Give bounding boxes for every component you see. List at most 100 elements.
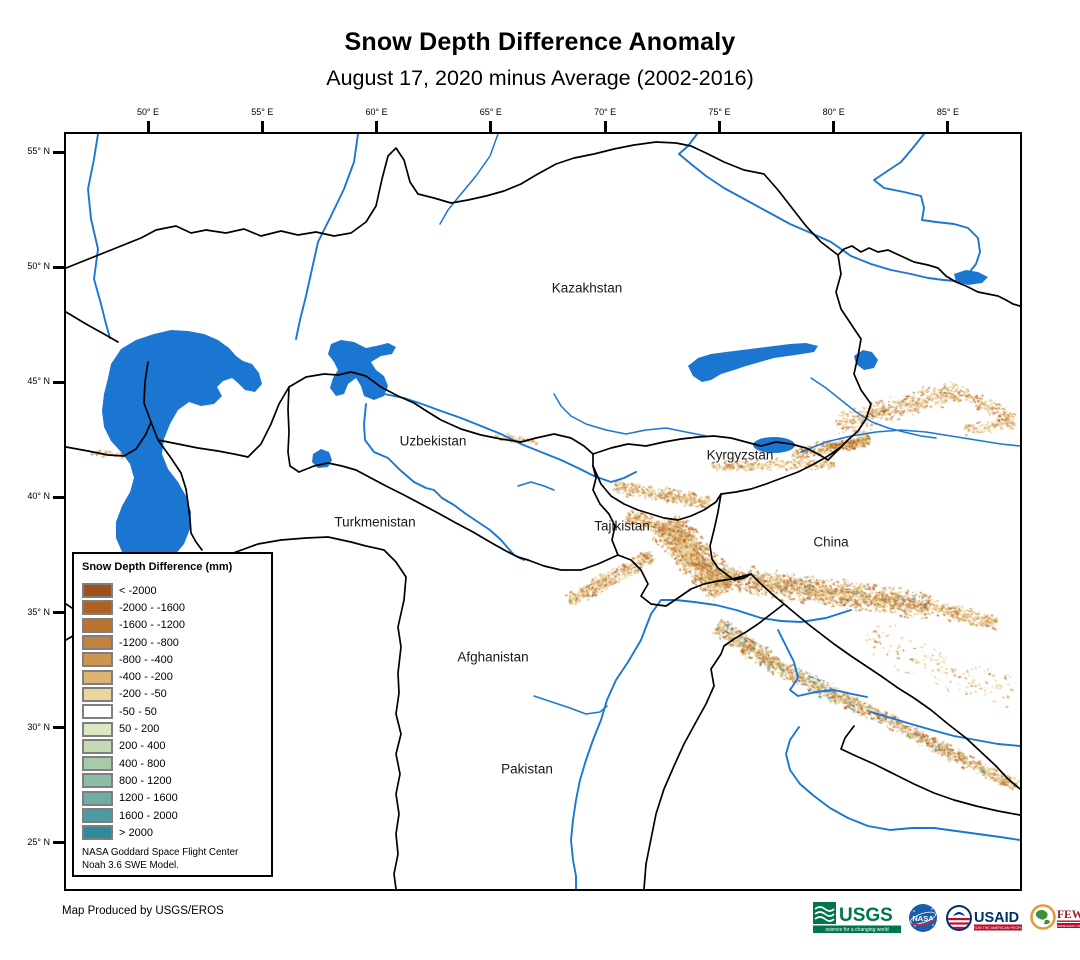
nasa-logo: NASA bbox=[909, 904, 937, 932]
legend-item: 50 - 200 bbox=[82, 720, 267, 737]
legend-item-label: 1200 - 1600 bbox=[119, 792, 178, 805]
legend-swatch bbox=[82, 686, 113, 702]
legend-swatch bbox=[82, 635, 113, 651]
river bbox=[678, 134, 957, 282]
lake-zaysan bbox=[954, 270, 988, 285]
lat-tick bbox=[53, 611, 64, 615]
lon-tick bbox=[260, 121, 264, 132]
country-label: Uzbekistan bbox=[400, 434, 467, 449]
legend-item: -1600 - -1200 bbox=[82, 617, 267, 634]
country-border bbox=[592, 465, 722, 521]
country-border bbox=[247, 371, 522, 458]
country-border bbox=[66, 311, 119, 343]
map-credit: Map Produced by USGS/EROS bbox=[62, 905, 224, 917]
legend-item: 400 - 800 bbox=[82, 755, 267, 772]
lat-tick bbox=[53, 495, 64, 499]
legend-item: 200 - 400 bbox=[82, 738, 267, 755]
country-label: Pakistan bbox=[501, 762, 553, 777]
fews-net-tagline: FAMINE EARLY WARNING SYSTEMS NETWORK bbox=[1054, 924, 1080, 928]
legend-item-label: -1200 - -800 bbox=[119, 636, 179, 649]
lon-tick-label: 65° E bbox=[479, 107, 502, 117]
legend-item: -200 - -50 bbox=[82, 686, 267, 703]
country-border bbox=[840, 725, 1020, 816]
legend-title: Snow Depth Difference (mm) bbox=[82, 561, 233, 573]
legend-swatch bbox=[82, 808, 113, 823]
legend-item: 800 - 1200 bbox=[82, 772, 267, 789]
country-border bbox=[709, 493, 752, 581]
legend-item: > 2000 bbox=[82, 824, 267, 841]
country-border bbox=[592, 465, 619, 556]
legend-attribution: NASA Goddard Space Flight Center Noah 3.… bbox=[82, 846, 238, 872]
legend-swatch bbox=[82, 652, 113, 668]
legend-attribution-line: Noah 3.6 SWE Model. bbox=[82, 860, 179, 871]
usaid-shield-icon bbox=[948, 912, 970, 929]
river bbox=[873, 134, 981, 281]
caspian-sea bbox=[102, 330, 262, 567]
country-border bbox=[835, 254, 872, 448]
country-labels-layer: Kazakhstan Uzbekistan Turkmenistan Kyrgyzst… bbox=[334, 281, 849, 777]
legend: Snow Depth Difference (mm) < -2000 -2000 … bbox=[72, 552, 273, 877]
usaid-logo: USAID FROM THE AMERICAN PEOPLE bbox=[946, 905, 1023, 931]
country-border bbox=[66, 141, 1020, 307]
legend-item-label: > 2000 bbox=[119, 826, 153, 839]
river bbox=[800, 429, 1020, 453]
page-title: Snow Depth Difference Anomaly bbox=[344, 28, 736, 56]
country-label: Kazakhstan bbox=[552, 281, 623, 296]
legend-item: -400 - -200 bbox=[82, 668, 267, 685]
river bbox=[383, 393, 637, 483]
rivers-layer bbox=[87, 134, 1020, 889]
lake-balkhash bbox=[688, 343, 818, 382]
country-border bbox=[298, 462, 529, 561]
country-label: Tajikistan bbox=[594, 519, 650, 534]
legend-item: -800 - -400 bbox=[82, 651, 267, 668]
legend-swatch bbox=[82, 583, 113, 599]
river bbox=[870, 711, 1020, 747]
usgs-logo-text: USGS bbox=[839, 905, 893, 926]
lat-tick bbox=[53, 380, 64, 384]
legend-item-label: -1600 - -1200 bbox=[119, 619, 186, 632]
lon-tick-label: 50° E bbox=[136, 107, 160, 117]
lat-tick-label: 40° N bbox=[27, 491, 50, 502]
lat-tick bbox=[53, 726, 64, 730]
page-subtitle: August 17, 2020 minus Average (2002-2016… bbox=[326, 66, 754, 90]
lat-tick-label: 30° N bbox=[27, 721, 50, 732]
fews-net-logo-text: FEWS NET bbox=[1057, 909, 1080, 921]
legend-item: -50 - 50 bbox=[82, 703, 267, 720]
lat-tick-label: 45° N bbox=[27, 376, 50, 387]
legend-item-label: 1600 - 2000 bbox=[119, 809, 178, 822]
river bbox=[439, 134, 499, 225]
river bbox=[810, 377, 937, 439]
river bbox=[777, 629, 868, 698]
lat-tick bbox=[53, 841, 64, 845]
aral-sea bbox=[328, 340, 396, 400]
country-border bbox=[66, 421, 152, 457]
lon-tick bbox=[146, 121, 150, 132]
country-border bbox=[195, 536, 407, 889]
lon-tick-label: 80° E bbox=[822, 107, 845, 117]
country-border bbox=[720, 446, 842, 495]
legend-item: < -2000 bbox=[82, 582, 267, 599]
country-border bbox=[527, 554, 752, 607]
lat-tick bbox=[53, 150, 64, 154]
country-border bbox=[520, 433, 594, 467]
legend-item-label: -50 - 50 bbox=[119, 705, 157, 718]
country-border bbox=[592, 435, 842, 461]
lon-tick bbox=[832, 121, 836, 132]
river bbox=[570, 599, 852, 889]
legend-item-label: 400 - 800 bbox=[119, 757, 166, 770]
nasa-logo-text: NASA bbox=[912, 914, 934, 923]
river bbox=[363, 403, 525, 561]
fews-net-logo: FEWS NET FAMINE EARLY WARNING SYSTEMS NE… bbox=[1030, 904, 1080, 930]
fews-globe-icon bbox=[1035, 909, 1048, 920]
legend-swatch bbox=[82, 617, 113, 633]
legend-swatch bbox=[82, 704, 113, 720]
legend-item: 1600 - 2000 bbox=[82, 807, 267, 824]
lat-tick-label: 35° N bbox=[27, 606, 50, 617]
usgs-logo: USGS science for a changing world bbox=[813, 902, 901, 933]
legend-swatch bbox=[82, 790, 113, 806]
lon-tick-label: 60° E bbox=[365, 107, 388, 117]
river bbox=[295, 134, 359, 340]
country-label: China bbox=[813, 535, 849, 550]
legend-swatch bbox=[82, 756, 113, 772]
